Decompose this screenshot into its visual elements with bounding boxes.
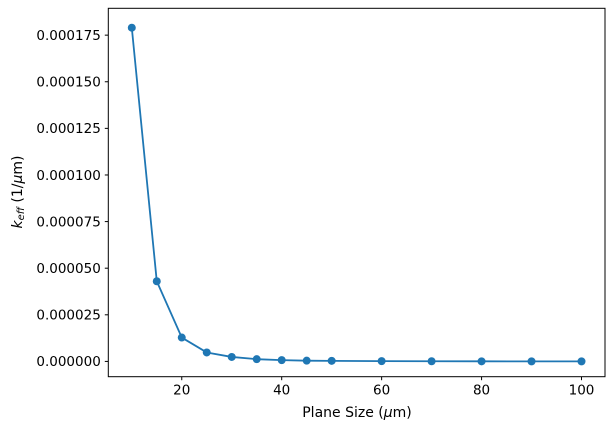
x-tick-label: 60 xyxy=(373,383,390,399)
data-point xyxy=(327,356,336,365)
x-axis-label-text: Plane Size ( xyxy=(302,405,384,421)
data-point xyxy=(177,333,186,342)
y-tick-label: 0.000075 xyxy=(36,214,100,230)
data-point xyxy=(477,357,486,366)
y-tick-label: 0.000150 xyxy=(36,75,100,91)
data-point xyxy=(302,356,311,365)
data-point xyxy=(152,277,161,286)
y-axis-label: keff (1/μm) xyxy=(10,155,27,229)
data-point xyxy=(277,356,286,365)
x-tick-label: 100 xyxy=(569,383,595,399)
x-tick-label: 20 xyxy=(173,383,190,399)
y-axis-symbol: k xyxy=(10,220,26,229)
data-point xyxy=(427,357,436,366)
mu-symbol: μ xyxy=(10,174,26,184)
data-point xyxy=(527,357,536,366)
x-tick-label: 80 xyxy=(473,383,490,399)
y-tick-label: 0.000000 xyxy=(36,354,100,370)
y-tick-label: 0.000025 xyxy=(36,308,100,324)
y-axis-unit-open: (1/ xyxy=(10,183,26,208)
y-tick-label: 0.000125 xyxy=(36,121,100,137)
data-line xyxy=(130,26,583,363)
data-point xyxy=(227,352,236,361)
mu-symbol: μ xyxy=(383,405,393,421)
y-axis-unit-close: m) xyxy=(10,155,26,175)
y-axis-subscript: eff xyxy=(16,207,27,221)
x-axis-label: Plane Size (μm) xyxy=(302,406,412,420)
data-point xyxy=(127,23,136,32)
x-tick-label: 40 xyxy=(273,383,290,399)
y-tick-label: 0.000100 xyxy=(36,168,100,184)
axes-frame xyxy=(107,7,606,378)
data-point xyxy=(252,355,261,364)
data-point xyxy=(577,357,586,366)
y-tick-label: 0.000175 xyxy=(36,28,100,44)
data-point xyxy=(377,357,386,366)
data-point xyxy=(202,348,211,357)
x-axis-label-unit: m) xyxy=(392,405,412,421)
y-tick-label: 0.000050 xyxy=(36,261,100,277)
